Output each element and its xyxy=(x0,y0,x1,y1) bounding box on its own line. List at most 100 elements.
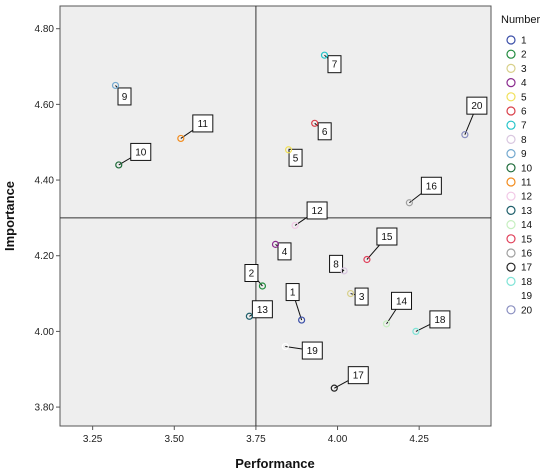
data-point-6 xyxy=(311,119,319,127)
point-label-box xyxy=(192,114,214,133)
data-point-18 xyxy=(412,327,420,336)
legend-marker-3 xyxy=(506,63,516,74)
point-label-14: 14 xyxy=(396,296,408,307)
data-point-3 xyxy=(346,289,355,298)
legend-marker-13 xyxy=(506,205,516,215)
legend-marker-20 xyxy=(506,305,516,315)
point-label-box xyxy=(301,341,323,360)
y-axis-title: Importance xyxy=(2,181,17,251)
legend-label-14: 14 xyxy=(521,220,533,231)
point-label-18: 18 xyxy=(434,315,446,326)
data-point-15 xyxy=(363,255,371,264)
legend-label-11: 11 xyxy=(521,178,532,189)
data-point-11 xyxy=(177,134,185,143)
legend-label-18: 18 xyxy=(521,277,533,288)
legend-label-17: 17 xyxy=(521,263,533,274)
legend-marker-10 xyxy=(506,163,516,173)
point-label-box xyxy=(251,300,273,319)
point-label-9: 9 xyxy=(122,92,128,103)
legend-marker-11 xyxy=(506,177,516,187)
data-point-5 xyxy=(284,146,293,154)
legend-marker-6 xyxy=(506,106,516,116)
point-label-box xyxy=(347,366,369,385)
point-label-box xyxy=(329,254,344,273)
point-label-19: 19 xyxy=(307,346,319,357)
legend-marker-14 xyxy=(506,220,516,230)
point-label-box xyxy=(277,242,292,261)
legend-title: Number xyxy=(501,14,540,26)
data-point-8 xyxy=(340,267,348,275)
legend-label-16: 16 xyxy=(521,249,533,260)
legend-label-8: 8 xyxy=(521,135,527,146)
point-label-box xyxy=(288,148,303,167)
x-axis-ticks: 3.25 3.50 3.75 4.00 4.25 xyxy=(83,426,429,445)
legend-label-1: 1 xyxy=(521,36,527,47)
y-tick-label: 4.20 xyxy=(35,251,55,262)
legend-label-13: 13 xyxy=(521,206,533,217)
legend-label-19: 19 xyxy=(521,291,533,302)
point-label-10: 10 xyxy=(135,147,147,158)
x-axis-title: Performance xyxy=(235,456,314,471)
legend-label-6: 6 xyxy=(521,107,527,118)
legend-marker-5 xyxy=(506,92,516,102)
y-axis-ticks: 3.80 4.00 4.20 4.40 4.60 4.80 xyxy=(35,24,60,414)
point-label-20: 20 xyxy=(471,101,483,112)
legend-marker-18 xyxy=(506,276,516,286)
legend-marker-2 xyxy=(506,49,516,59)
legend-label-9: 9 xyxy=(521,149,527,160)
legend-marker-8 xyxy=(506,134,516,144)
legend-label-2: 2 xyxy=(521,50,527,61)
x-tick-label: 3.25 xyxy=(83,434,103,445)
x-tick-label: 4.25 xyxy=(409,434,429,445)
legend-marker-12 xyxy=(506,191,516,201)
legend-marker-1 xyxy=(506,35,516,45)
legend-label-7: 7 xyxy=(521,121,527,132)
point-label-box xyxy=(429,310,451,329)
data-point-14 xyxy=(382,320,391,328)
point-label-box xyxy=(244,264,259,282)
point-label-box xyxy=(306,201,328,220)
data-point-12 xyxy=(291,221,299,230)
point-label-box xyxy=(420,176,442,195)
legend-label-3: 3 xyxy=(521,64,527,75)
legend-marker-17 xyxy=(506,262,516,272)
point-label-11: 11 xyxy=(198,119,209,130)
y-tick-label: 4.60 xyxy=(35,100,55,111)
x-tick-label: 3.75 xyxy=(246,434,266,445)
legend-marker-4 xyxy=(506,77,516,88)
plot-area xyxy=(59,5,492,427)
point-label-1: 1 xyxy=(290,288,296,299)
legend-marker-15 xyxy=(506,234,516,244)
data-point-4 xyxy=(271,240,280,248)
legend-marker-7 xyxy=(506,120,516,130)
legend-marker-9 xyxy=(506,149,516,159)
legend-label-5: 5 xyxy=(521,92,527,103)
data-point-1 xyxy=(298,316,306,324)
y-tick-label: 4.80 xyxy=(35,24,55,35)
legend-label-10: 10 xyxy=(521,163,533,174)
data-point-13 xyxy=(245,312,253,320)
legend-label-20: 20 xyxy=(521,305,533,316)
point-label-8: 8 xyxy=(333,259,339,270)
point-label-box xyxy=(117,87,132,106)
point-label-7: 7 xyxy=(332,60,338,71)
y-tick-label: 4.00 xyxy=(35,327,55,338)
point-label-15: 15 xyxy=(381,232,393,243)
y-tick-label: 4.40 xyxy=(35,176,55,187)
legend-label-15: 15 xyxy=(521,234,533,245)
point-label-6: 6 xyxy=(322,127,328,138)
point-label-box xyxy=(354,287,369,306)
point-label-box xyxy=(376,227,398,246)
data-point-19 xyxy=(281,342,289,351)
point-label-box xyxy=(391,291,413,310)
data-point-2 xyxy=(258,282,267,290)
point-label-17: 17 xyxy=(353,371,365,382)
point-label-2: 2 xyxy=(249,269,255,280)
legend-marker-16 xyxy=(506,248,516,258)
data-point-17 xyxy=(330,384,338,392)
data-point-7 xyxy=(320,51,329,59)
point-label-box xyxy=(285,283,300,302)
